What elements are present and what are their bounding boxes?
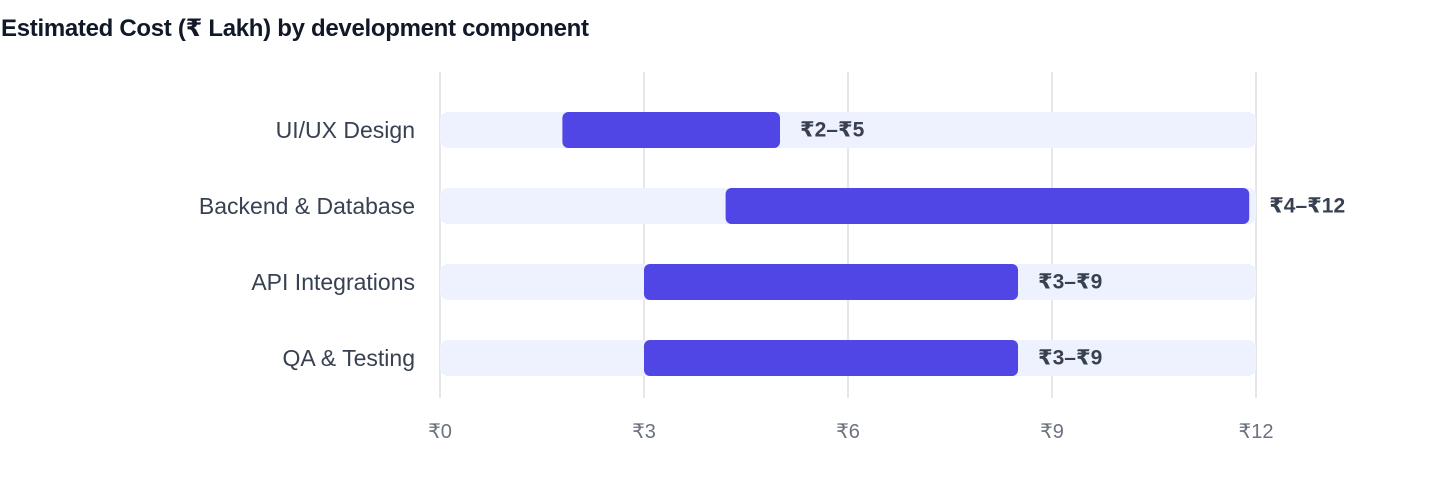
bar-layer <box>562 112 1250 376</box>
range-bar <box>725 188 1250 224</box>
category-label: API Integrations <box>251 269 415 295</box>
x-tick-label: ₹12 <box>1239 421 1274 443</box>
x-tick-label: ₹9 <box>1040 421 1064 443</box>
range-value-label: ₹4–₹12 <box>1269 195 1345 218</box>
x-tick-label: ₹0 <box>428 421 452 443</box>
category-label: Backend & Database <box>199 193 415 219</box>
x-tick-label: ₹3 <box>632 421 656 443</box>
range-value-label: ₹2–₹5 <box>800 119 865 142</box>
chart-title: Estimated Cost (₹ Lakh) by development c… <box>1 15 589 42</box>
range-bar <box>562 112 780 148</box>
range-value-label: ₹3–₹9 <box>1038 347 1102 370</box>
range-bar <box>644 340 1018 376</box>
category-label: QA & Testing <box>282 345 415 371</box>
range-value-label: ₹3–₹9 <box>1038 271 1102 294</box>
category-label: UI/UX Design <box>276 117 415 143</box>
x-tick-label: ₹6 <box>836 421 860 443</box>
label-layer: ₹0 ₹3 ₹6 ₹9 ₹12 UI/UX Design ₹2–₹5 Backend & Da… <box>199 117 1345 443</box>
range-bar <box>644 264 1018 300</box>
